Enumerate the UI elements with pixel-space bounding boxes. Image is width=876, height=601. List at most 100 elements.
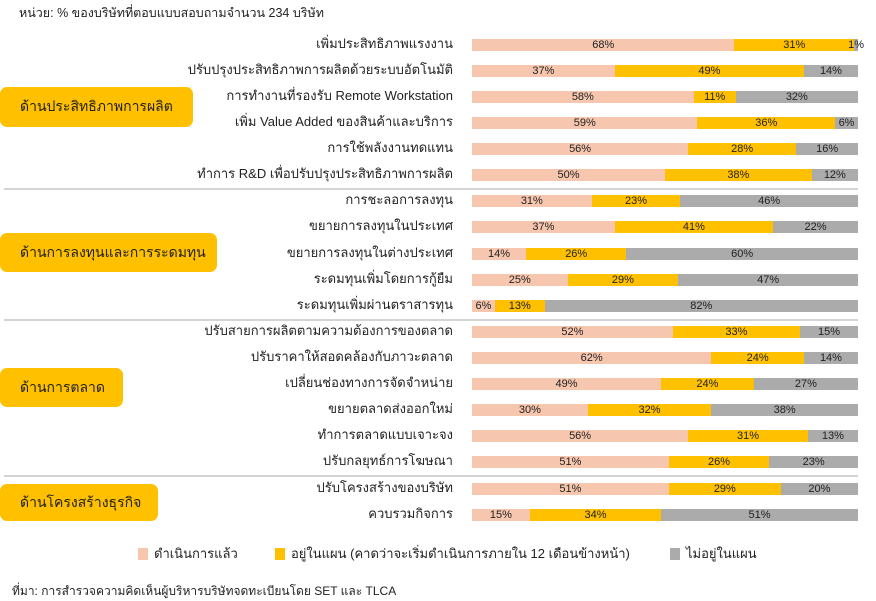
bar-segment-done: 37% [472, 221, 615, 234]
bar-segment-not-planned: 6% [835, 117, 858, 130]
bar-segment-not-planned: 15% [800, 325, 858, 338]
bar-row: 37% 49% 14% [472, 65, 858, 78]
group-label: ด้านการตลาด [0, 368, 123, 407]
bar-segment-planned: 23% [591, 195, 681, 208]
bar-segment-done: 15% [472, 509, 530, 522]
bar-row: 51% 29% 20% [472, 483, 858, 496]
bar-segment-not-planned: 27% [753, 377, 858, 390]
bar-segment-done: 58% [472, 91, 694, 104]
bar-row: 58% 11% 32% [472, 91, 858, 104]
group-label: ด้านประสิทธิภาพการผลิต [0, 87, 193, 127]
group-divider [4, 319, 858, 321]
bar-segment-not-planned: 14% [803, 65, 858, 78]
bar-row: 62% 24% 14% [472, 351, 858, 364]
bar-segment-done: 30% [472, 403, 588, 416]
bar-segment-not-planned: 46% [680, 195, 858, 208]
bar-segment-not-planned: 38% [711, 403, 858, 416]
bar-row: 49% 24% 27% [472, 377, 858, 390]
bar-row: 56% 28% 16% [472, 143, 858, 156]
bar-segment-planned: 33% [672, 325, 801, 338]
bar-segment-done: 56% [472, 430, 689, 443]
bar-row: 15% 34% 51% [472, 509, 858, 522]
bar-segment-done: 52% [472, 325, 673, 338]
row-label: ทำการ R&D เพื่อปรับปรุงประสิทธิภาพการผลิ… [197, 166, 453, 182]
bar-row: 52% 33% 15% [472, 325, 858, 338]
bar-segment-planned: 13% [494, 299, 545, 312]
bar-row: 6% 13% 82% [472, 299, 858, 312]
legend-label: ดำเนินการแล้ว [154, 546, 238, 561]
bar-row: 14% 26% 60% [472, 247, 858, 260]
bar-segment-done: 25% [472, 273, 568, 286]
bar-segment-not-planned: 60% [626, 247, 858, 260]
row-label: ปรับโครงสร้างของบริษัท [316, 480, 453, 496]
bar-segment-planned: 36% [697, 117, 836, 130]
bar-row: 25% 29% 47% [472, 273, 858, 286]
row-label: ปรับกลยุทธ์การโฆษณา [322, 453, 453, 469]
legend-label: อยู่ในแผน (คาดว่าจะเริ่มดำเนินการภายใน 1… [291, 546, 630, 561]
bar-segment-done: 59% [472, 117, 698, 130]
bar-segment-done: 51% [472, 456, 669, 469]
row-label: การใช้พลังงานทดแทน [327, 140, 453, 156]
legend-item-planned: อยู่ในแผน (คาดว่าจะเริ่มดำเนินการภายใน 1… [275, 543, 630, 564]
bar-segment-planned: 32% [587, 403, 712, 416]
group-divider [4, 475, 858, 477]
row-label: เปลี่ยนช่องทางการจัดจำหน่าย [285, 374, 453, 390]
bar-segment-done: 31% [472, 195, 592, 208]
bar-segment-planned: 26% [526, 247, 627, 260]
row-label: ขยายการลงทุนในต่างประเทศ [286, 244, 453, 260]
bar-segment-planned: 28% [688, 143, 797, 156]
bar-row: 31% 23% 46% [472, 195, 858, 208]
bar-segment-planned: 38% [665, 169, 812, 182]
group-label: ด้านการลงทุนและการระดมทุน [0, 233, 217, 272]
bar-row: 51% 26% 23% [472, 456, 858, 469]
unit-note: หน่วย: % ของบริษัทที่ตอบแบบสอบถามจำนวน 2… [19, 6, 324, 20]
row-label: ปรับสายการผลิตตามความต้องการของตลาด [204, 322, 453, 338]
bar-segment-done: 56% [472, 143, 689, 156]
bar-segment-not-planned: 14% [803, 351, 858, 364]
row-label: ทำการตลาดแบบเจาะจง [317, 427, 453, 443]
bar-row: 37% 41% 22% [472, 221, 858, 234]
source-note: ที่มา: การสำรวจความคิดเห็นผู้บริหารบริษั… [12, 584, 397, 598]
bar-segment-not-planned: 12% [811, 169, 858, 182]
bar-segment-done: 62% [472, 351, 712, 364]
bar-segment-not-planned: 20% [780, 483, 858, 496]
bar-segment-not-planned: 47% [678, 273, 858, 286]
bar-segment-planned: 26% [668, 456, 770, 469]
bar-segment-done: 14% [472, 247, 527, 260]
row-label: ระดมทุนเพิ่มโดยการกู้ยืม [313, 270, 453, 286]
bar-segment-not-planned: 51% [661, 509, 858, 522]
bar-segment-done: 51% [472, 483, 669, 496]
group-divider [4, 188, 858, 190]
row-label: เพิ่มประสิทธิภาพแรงงาน [316, 36, 453, 51]
bar-segment-planned: 24% [711, 351, 804, 364]
row-label: ขยายตลาดส่งออกใหม่ [328, 400, 453, 416]
legend-swatch [275, 547, 285, 560]
bar-segment-done: 37% [472, 65, 615, 78]
bar-segment-planned: 29% [668, 483, 781, 496]
bar-row: 68% 31% 1% [472, 39, 865, 51]
bar-segment-not-planned: 23% [769, 456, 858, 469]
bar-segment-planned: 24% [661, 377, 754, 390]
bar-segment-done: 50% [472, 169, 665, 182]
bar-segment-planned: 34% [529, 509, 662, 522]
row-label: ระดมทุนเพิ่มผ่านตราสารทุน [296, 296, 453, 312]
bar-segment-done: 68% [472, 39, 735, 51]
row-label: การทำงานที่รองรับ Remote Workstation [226, 88, 453, 104]
legend-swatch [670, 547, 680, 560]
bar-segment-planned: 31% [688, 430, 808, 443]
bar-segment-not-planned: 1% [848, 39, 865, 51]
row-label: ปรับราคาให้สอดคล้องกับภาวะตลาด [250, 348, 453, 364]
legend-item-done: ดำเนินการแล้ว [138, 543, 238, 564]
row-label: การชะลอการลงทุน [345, 192, 453, 208]
bar-segment-planned: 31% [734, 39, 855, 51]
bar-segment-not-planned: 82% [544, 299, 858, 312]
legend-item-not-planned: ไม่อยู่ในแผน [670, 543, 757, 564]
bar-segment-not-planned: 32% [735, 91, 858, 104]
bar-segment-not-planned: 16% [796, 143, 858, 156]
row-label: เพิ่ม Value Added ของสินค้าและบริการ [234, 114, 453, 130]
legend-label: ไม่อยู่ในแผน [686, 546, 757, 561]
bar-row: 59% 36% 6% [472, 117, 858, 130]
bar-segment-planned: 49% [614, 65, 804, 78]
bar-segment-done: 49% [472, 377, 662, 390]
bar-segment-done: 6% [472, 299, 495, 312]
